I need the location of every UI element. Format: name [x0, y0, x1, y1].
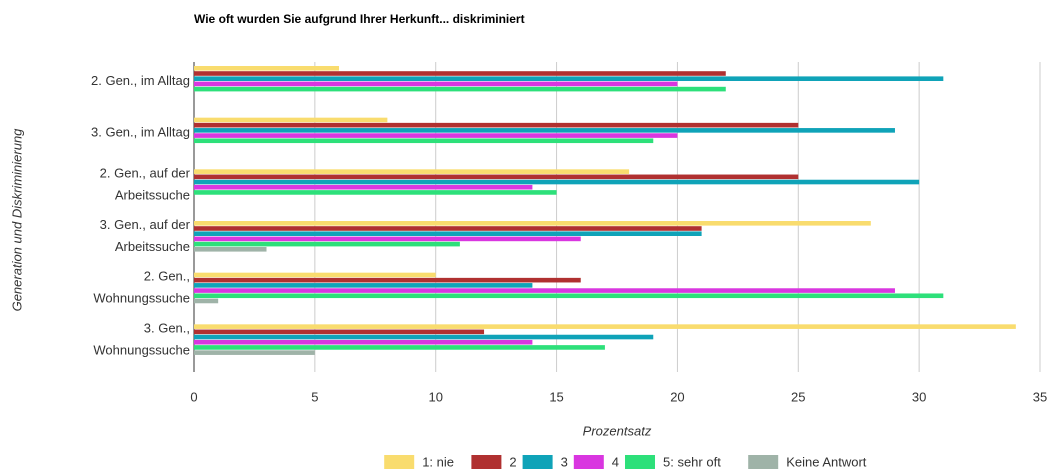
x-tick-label: 35	[1033, 389, 1047, 404]
chart-title: Wie oft wurden Sie aufgrund Ihrer Herkun…	[194, 12, 525, 26]
y-tick-label: 2. Gen., im Alltag	[91, 73, 190, 88]
y-tick-label: 2. Gen., auf der	[100, 165, 191, 180]
bar	[194, 86, 726, 92]
bar	[194, 339, 533, 345]
bar	[194, 345, 605, 350]
bar	[194, 179, 920, 185]
bar	[194, 66, 340, 71]
legend-label: 3	[561, 454, 568, 469]
x-tick-label: 30	[912, 389, 926, 404]
bar	[194, 231, 702, 236]
x-axis-title: Prozentsatz	[583, 423, 652, 438]
y-tick-label: Arbeitssuche	[115, 187, 190, 202]
y-tick-label: 3. Gen., auf der	[100, 217, 191, 232]
bar	[194, 329, 485, 335]
bar	[194, 76, 944, 81]
x-tick-label: 25	[791, 389, 805, 404]
bar	[194, 174, 799, 180]
bar	[194, 298, 219, 304]
x-tick-label: 0	[190, 389, 197, 404]
x-tick-label: 5	[311, 389, 318, 404]
bar	[194, 324, 1016, 329]
bar	[194, 288, 895, 293]
y-axis-title: Generation und Diskriminierung	[9, 128, 24, 312]
bar	[194, 226, 702, 231]
bar	[194, 71, 726, 76]
y-tick-label: 2. Gen.,	[144, 269, 190, 284]
bar	[194, 138, 654, 144]
x-tick-label: 15	[549, 389, 563, 404]
y-tick-label: Wohnungssuche	[93, 291, 190, 306]
legend-label: 5: sehr oft	[663, 454, 721, 469]
legend-swatch	[522, 455, 553, 469]
legend-label: 2	[509, 454, 516, 469]
bar	[194, 272, 436, 278]
bar	[194, 241, 460, 247]
legend-label: Keine Antwort	[786, 454, 867, 469]
bar	[194, 283, 533, 288]
bar	[194, 221, 871, 226]
legend-swatch	[748, 455, 779, 469]
bar	[194, 122, 799, 128]
x-tick-label: 20	[670, 389, 684, 404]
x-tick-label: 10	[428, 389, 442, 404]
bar	[194, 277, 581, 283]
bar	[194, 293, 944, 299]
y-tick-label: 3. Gen., im Alltag	[91, 125, 190, 140]
bar	[194, 128, 895, 133]
legend-swatch	[625, 455, 655, 469]
bar	[194, 117, 388, 123]
legend-label: 4	[612, 454, 619, 469]
y-tick-label: 3. Gen.,	[144, 320, 190, 335]
bar	[194, 350, 315, 355]
y-tick-label: Arbeitssuche	[115, 239, 190, 254]
bar	[194, 133, 678, 138]
bar	[194, 184, 533, 190]
legend-swatch	[573, 455, 604, 469]
legend-label: 1: nie	[422, 454, 454, 469]
bar	[194, 169, 630, 174]
legend-swatch	[384, 455, 415, 469]
y-tick-label: Wohnungssuche	[93, 342, 190, 357]
legend-swatch	[471, 455, 502, 469]
bar	[194, 247, 267, 252]
bar	[194, 236, 581, 242]
bar	[194, 81, 678, 87]
bar	[194, 190, 557, 195]
bar	[194, 334, 654, 340]
